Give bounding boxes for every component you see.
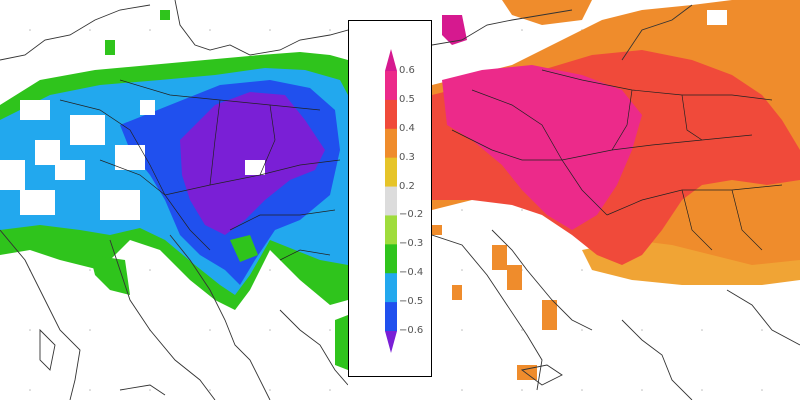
left-country-borders	[59, 79, 341, 261]
colorbar-swatch	[385, 215, 397, 245]
colorbar-svg	[385, 49, 397, 353]
colorbar-swatch	[385, 99, 397, 130]
colorbar-tick-label: −0.4	[399, 267, 424, 279]
colorbar-tick-label: 0.3	[399, 151, 415, 163]
colorbar-swatch-bottom	[385, 331, 397, 353]
right-map-svg	[432, 0, 800, 400]
colorbar-legend: 0.6 0.5 0.4 0.3 0.2 −0.2 −0.3 −0.4 −0.5 −0.6	[348, 20, 432, 377]
colorbar-swatch	[385, 128, 397, 159]
colorbar-swatch	[385, 186, 397, 216]
right-south-patches	[432, 225, 557, 380]
colorbar-tick-label: −0.6	[399, 325, 424, 336]
left-green-patch	[230, 235, 258, 262]
left-green-patch	[335, 315, 348, 370]
colorbar-tick-label: −0.5	[399, 296, 424, 308]
colorbar-swatch	[385, 157, 397, 188]
colorbar-swatch	[385, 273, 397, 303]
colorbar-swatch-top	[385, 49, 397, 71]
colorbar-tick-label: −0.3	[399, 238, 424, 250]
left-coastlines	[0, 0, 348, 400]
right-correlation-map	[432, 0, 800, 400]
left-green-patch	[90, 255, 130, 295]
right-country-borders	[451, 69, 783, 251]
left-green-patch	[160, 10, 170, 20]
colorbar-tick-label: 0.2	[399, 180, 415, 192]
right-north-orange	[502, 0, 592, 25]
right-field-deepmagenta	[442, 15, 467, 45]
left-missing-data	[0, 100, 265, 220]
colorbar-swatch	[385, 71, 397, 101]
colorbar-tick-label: −0.2	[399, 209, 424, 221]
right-field-magenta	[442, 65, 642, 230]
left-green-patch	[105, 40, 115, 55]
colorbar-tick-label: 0.6	[399, 65, 415, 76]
colorbar-tick-label: 0.4	[399, 122, 415, 134]
colorbar-tick-label: 0.5	[399, 93, 415, 105]
colorbar-swatch	[385, 244, 397, 274]
colorbar-swatch	[385, 302, 397, 332]
left-map-svg	[0, 0, 348, 400]
left-correlation-map	[0, 0, 348, 400]
right-coastlines	[432, 4, 800, 400]
